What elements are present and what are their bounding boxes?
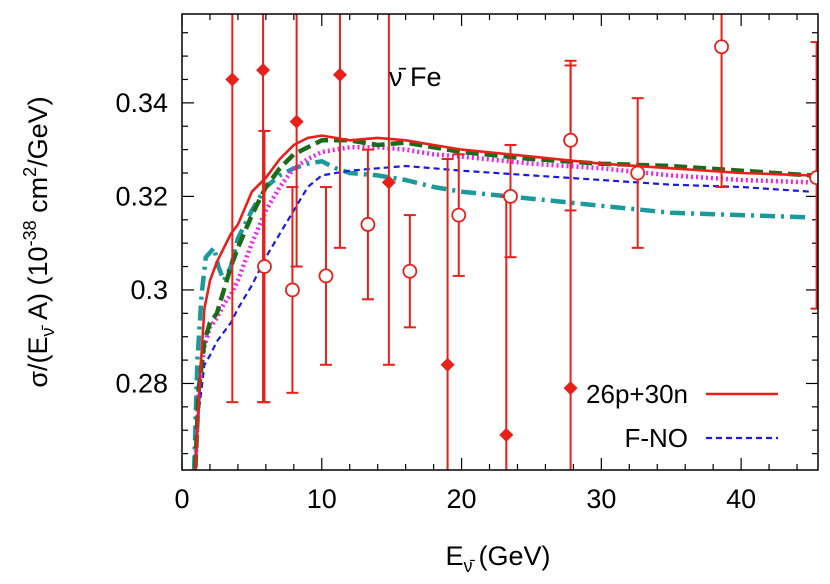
marker-diamond (289, 114, 304, 129)
data-point-1-7 (563, 59, 578, 212)
x-axis-title: Eν̄ (GeV) (445, 541, 550, 576)
marker-circle (714, 39, 729, 55)
data-point-1-9 (714, 14, 729, 189)
data-point-0-5 (440, 157, 455, 470)
marker-diamond (332, 67, 347, 82)
series-line-3 (193, 138, 812, 470)
data-point-1-8 (630, 97, 646, 249)
marker-circle (285, 282, 300, 298)
data-point-0-4 (381, 14, 396, 366)
plot-frame (181, 13, 819, 471)
axis-ticks (181, 14, 818, 470)
y-tick-label: 0.3 (130, 275, 168, 305)
marker-circle (402, 263, 418, 279)
data-point-1-5 (451, 153, 467, 277)
x-tick-label: 0 (174, 484, 189, 514)
y-tick-labels: 0.28 0.3 0.32 0.34 (115, 88, 168, 399)
marker-diamond (256, 63, 271, 78)
series-line-1 (193, 164, 812, 468)
y-tick-label: 0.32 (115, 181, 168, 211)
data-points-layer (225, 14, 818, 470)
x-tick-label: 40 (726, 484, 756, 514)
data-point-0-0 (225, 14, 240, 404)
x-tick-label: 10 (307, 484, 337, 514)
marker-circle (563, 132, 578, 148)
marker-circle (318, 268, 334, 284)
y-tick-label: 0.34 (115, 88, 168, 118)
marker-diamond (563, 381, 578, 396)
marker-circle (451, 207, 467, 223)
x-tick-labels: 0 10 20 30 40 (174, 484, 756, 514)
data-point-1-2 (318, 186, 334, 366)
x-tick-label: 30 (586, 484, 616, 514)
marker-circle (630, 165, 646, 181)
series-line-4 (191, 159, 812, 470)
y-axis-title: σ/(Eν̄ A) (10-38 cm2/GeV) (20, 96, 58, 387)
legend: 26p+30n F-NO (586, 379, 778, 453)
legend-label-0: 26p+30n (586, 379, 688, 409)
annotation: ν̄ Fe (389, 62, 442, 92)
marker-circle (503, 188, 518, 204)
y-tick-label: 0.28 (115, 368, 168, 398)
series-layer (191, 134, 812, 470)
marker-circle (360, 217, 376, 232)
data-point-0-3 (332, 14, 347, 249)
marker-diamond (499, 427, 514, 442)
series-line-0 (194, 134, 812, 470)
marker-diamond (440, 357, 455, 372)
marker-diamond (225, 72, 240, 87)
data-point-1-6 (503, 143, 518, 259)
data-point-1-0 (257, 129, 272, 404)
data-point-1-10 (809, 41, 818, 310)
series-line-2 (192, 145, 812, 470)
marker-circle (809, 170, 818, 186)
legend-label-1: F-NO (624, 423, 688, 453)
x-tick-label: 20 (447, 484, 477, 514)
data-point-1-1 (285, 186, 300, 394)
marker-diamond (381, 175, 396, 190)
marker-circle (257, 259, 272, 274)
data-point-1-4 (402, 214, 418, 329)
data-point-1-3 (360, 148, 376, 301)
